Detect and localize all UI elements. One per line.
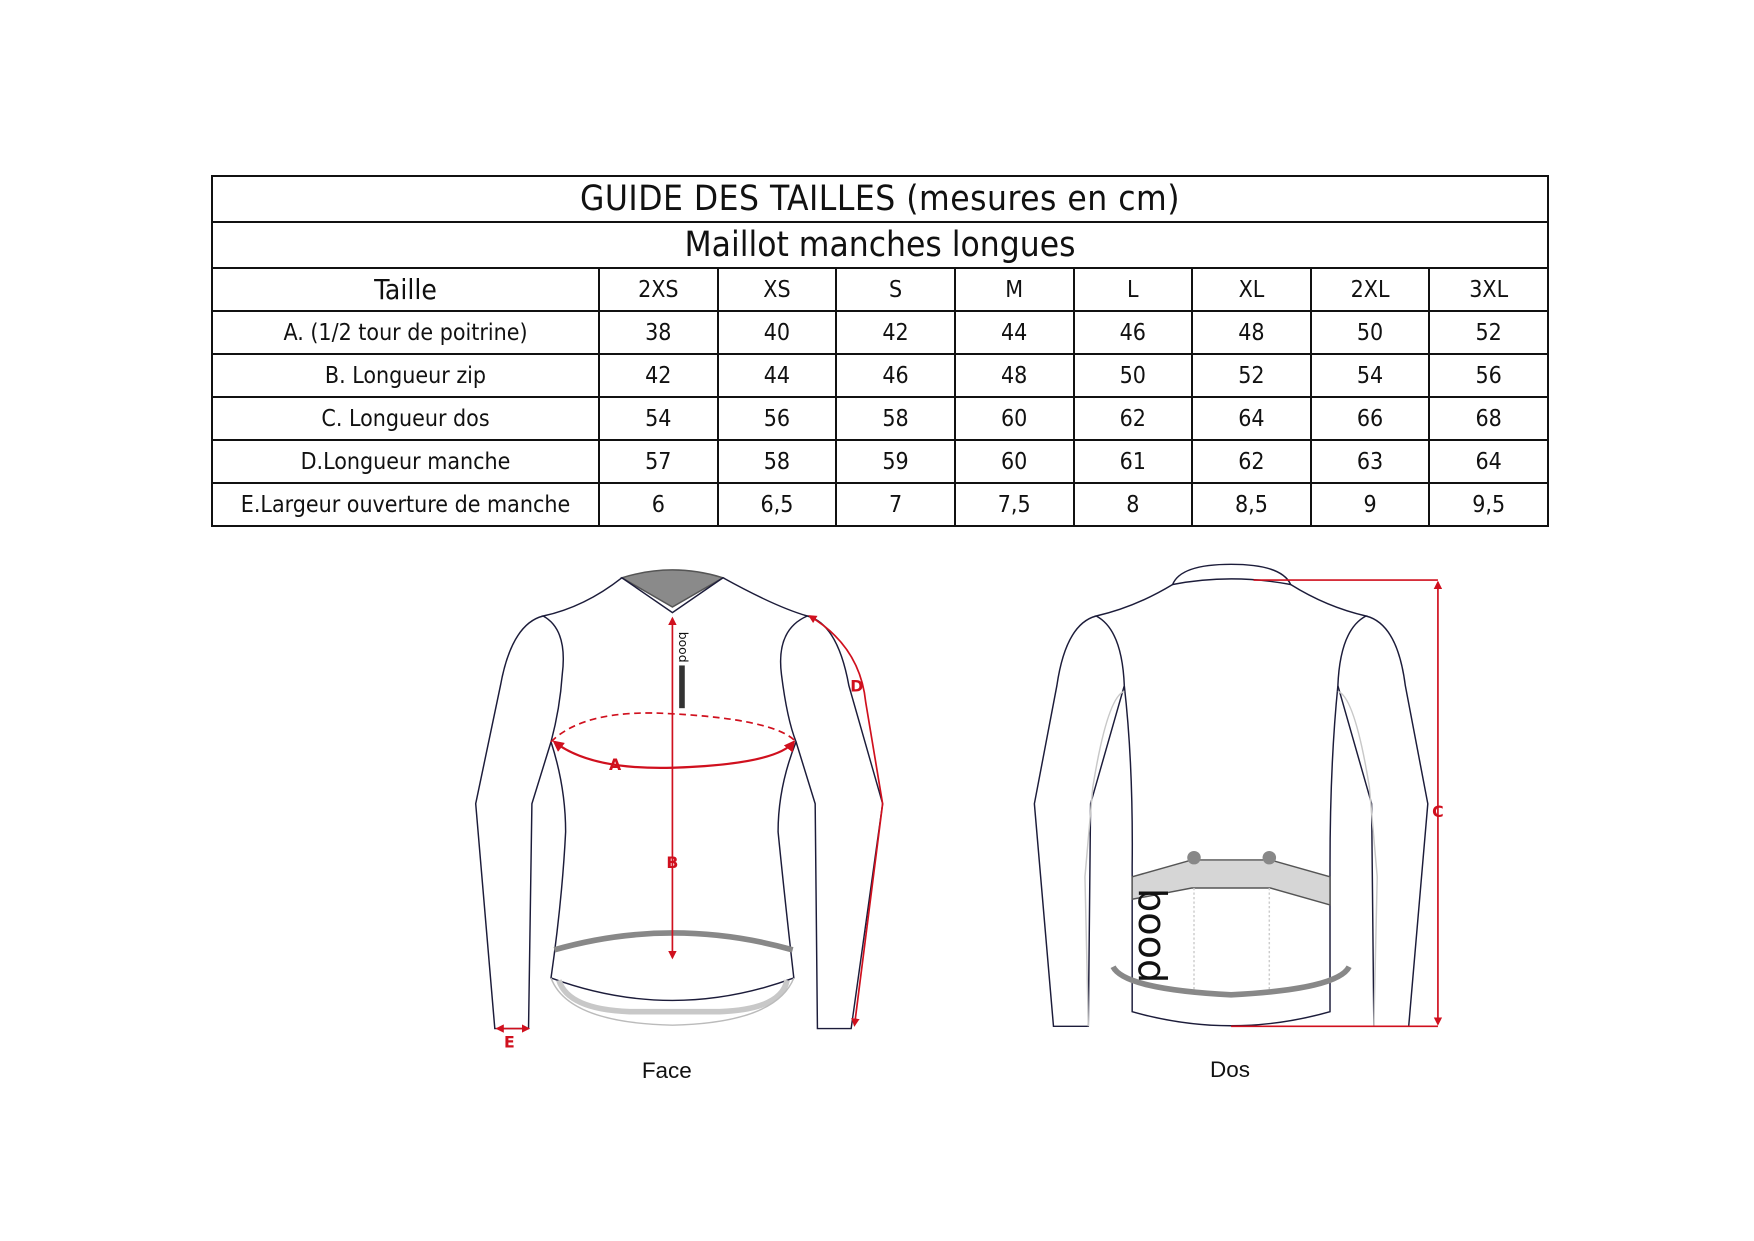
size-header: XL (1191, 267, 1312, 312)
size-header: 2XS (598, 267, 719, 312)
marker-a: A (609, 755, 622, 774)
table-row: D.Longueur manche 57 58 59 60 61 62 63 64 (211, 439, 1549, 484)
measurement-value: 59 (835, 439, 956, 484)
back-hem-band (1110, 965, 1352, 998)
size-header: M (953, 267, 1075, 312)
measurement-value: 58 (835, 396, 956, 441)
measurement-value: 50 (1309, 310, 1431, 355)
measurement-label: E.Largeur ouverture de manche (211, 482, 600, 527)
size-header: 3XL (1428, 267, 1549, 312)
table-row: C. Longueur dos 54 56 58 60 62 64 66 68 (211, 396, 1549, 441)
measurement-value: 68 (1428, 396, 1549, 441)
size-header-row: Taille 2XS XS S M L XL 2XL 3XL (211, 267, 1549, 312)
measurement-value: 66 (1309, 396, 1431, 441)
marker-d: D (850, 676, 863, 695)
measurement-value: 42 (598, 353, 719, 398)
measurement-value: 48 (1191, 310, 1312, 355)
measurement-value: 6,5 (716, 482, 838, 527)
front-logo: bood (676, 632, 690, 663)
measurement-value: 58 (716, 439, 838, 484)
front-outline (541, 576, 810, 1002)
measurement-value: 60 (953, 439, 1075, 484)
measure-a-line (552, 740, 796, 770)
back-view-label: Dos (1210, 1057, 1250, 1082)
measurement-label: D.Longueur manche (211, 439, 600, 484)
measurement-value: 56 (716, 396, 838, 441)
front-right-sleeve (795, 615, 884, 1030)
measurement-value: 44 (953, 310, 1075, 355)
measurement-value: 7,5 (953, 482, 1075, 527)
measurement-value: 38 (598, 310, 719, 355)
back-left-sleeve (1033, 615, 1126, 1028)
front-hem-band (556, 979, 790, 1015)
size-header-label: Taille (211, 267, 600, 312)
measurement-value: 44 (716, 353, 838, 398)
measurement-label: A. (1/2 tour de poitrine) (211, 310, 600, 355)
back-logo: bood (1129, 888, 1173, 983)
measurement-value: 42 (835, 310, 956, 355)
size-guide-table: GUIDE DES TAILLES (mesures en cm) Maillo… (211, 175, 1549, 527)
measurement-value: 61 (1072, 439, 1194, 484)
measurement-value: 60 (953, 396, 1075, 441)
measure-d-line (808, 615, 884, 1027)
front-left-sleeve (474, 615, 552, 1030)
table-row: A. (1/2 tour de poitrine) 38 40 42 44 46 48 50 5… (211, 310, 1549, 355)
measure-a-back-dashed (550, 712, 797, 743)
measurement-value: 46 (835, 353, 956, 398)
measurement-value: 64 (1191, 396, 1312, 441)
measurement-value: 54 (1309, 353, 1431, 398)
measurement-value: 52 (1191, 353, 1312, 398)
measurement-value: 62 (1072, 396, 1194, 441)
front-jersey-drawing: bood (474, 569, 884, 1030)
front-view-label: Face (642, 1058, 692, 1083)
size-header: XS (716, 267, 838, 312)
measurement-value: 8,5 (1191, 482, 1312, 527)
back-right-sleeve (1337, 615, 1429, 1028)
table-title: GUIDE DES TAILLES (mesures en cm) (211, 175, 1549, 223)
back-pocket-panel (1131, 859, 1331, 906)
size-header: S (835, 267, 956, 312)
measurement-value: 56 (1428, 353, 1549, 398)
front-measurements (495, 615, 884, 1033)
measurement-value: 9 (1309, 482, 1431, 527)
measurement-value: 54 (598, 396, 719, 441)
table-subtitle: Maillot manches longues (211, 221, 1549, 269)
measurement-value: 6 (598, 482, 719, 527)
marker-e: E (504, 1033, 515, 1052)
measurement-value: 52 (1428, 310, 1549, 355)
measurement-value: 8 (1072, 482, 1194, 527)
measurement-value: 63 (1309, 439, 1431, 484)
measurement-label: B. Longueur zip (211, 353, 600, 398)
measurement-value: 46 (1072, 310, 1194, 355)
measurement-value: 57 (598, 439, 719, 484)
measurement-value: 64 (1428, 439, 1549, 484)
back-jersey-drawing: bood (1033, 563, 1429, 1028)
measurement-value: 9,5 (1428, 482, 1549, 527)
measurement-value: 62 (1191, 439, 1312, 484)
measurement-label: C. Longueur dos (211, 396, 600, 441)
marker-b: B (666, 853, 678, 872)
front-waist-band (553, 930, 794, 953)
back-measurements (1231, 579, 1443, 1028)
size-header: 2XL (1309, 267, 1431, 312)
measurement-value: 50 (1072, 353, 1194, 398)
measurement-value: 48 (953, 353, 1075, 398)
size-header: L (1072, 267, 1194, 312)
measurement-value: 40 (716, 310, 838, 355)
back-collar (1171, 563, 1292, 586)
measurement-value: 7 (835, 482, 956, 527)
table-row: B. Longueur zip 42 44 46 48 50 52 54 56 (211, 353, 1549, 398)
table-row: E.Largeur ouverture de manche 6 6,5 7 7,5 8 8,… (211, 482, 1549, 527)
